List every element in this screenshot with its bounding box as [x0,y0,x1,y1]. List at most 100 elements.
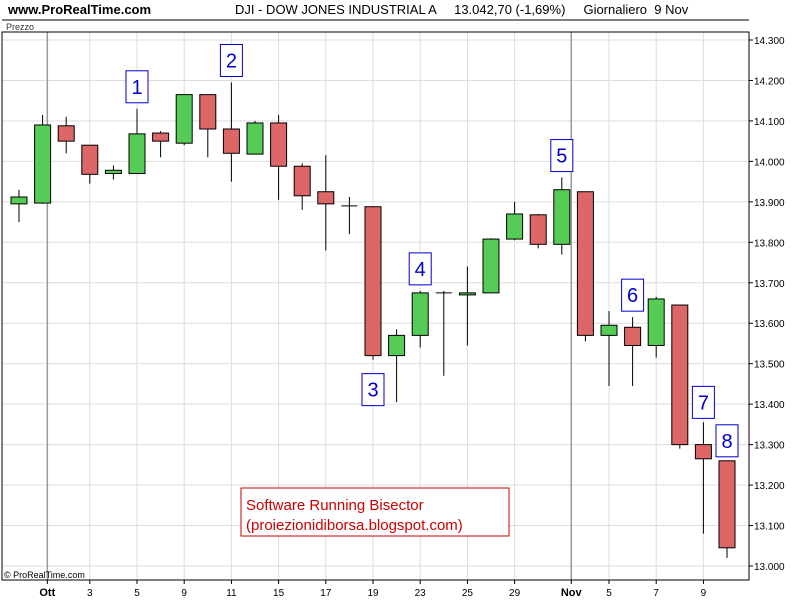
annotation-line-2: (proiezionidiborsa.blogspot.com) [246,517,463,534]
x-tick-label: 29 [509,588,521,599]
y-tick-label: 13.700 [754,279,785,290]
x-tick-label: 25 [462,588,474,599]
y-tick-label: 13.800 [754,238,785,249]
candle [341,196,358,235]
y-axis: 14.300 14.200 14.100 14.000 13.900 13.800 13.7… [749,36,785,573]
marker-8: 8 [715,424,739,458]
candle-body [647,298,665,346]
marker-box [550,139,574,173]
x-tick-label: 9 [181,588,187,599]
marker-6: 6 [621,278,645,312]
x-axis: Ott 3 5 9 11 15 17 19 23 25 29 Nov 5 7 9 [39,580,707,599]
candle [718,460,736,558]
markers: 1 2 3 4 5 6 78 [125,43,739,458]
y-tick-label: 13.600 [754,319,785,330]
header-bar: www.ProRealTime.com DJI - DOW JONES INDU… [0,0,800,20]
candle [458,266,476,346]
marker-box [361,373,385,407]
y-tick-label: 13.300 [754,441,785,452]
candle-body [152,132,170,142]
marker-1: 1 [125,70,149,104]
candle [435,290,452,376]
x-tick-label: 15 [273,588,285,599]
candle-body [128,133,146,175]
annotation-frame [240,487,510,537]
candle-body [222,128,240,154]
y-tick-label: 13.500 [754,360,785,371]
candle-body [57,125,75,142]
x-tick-label: 11 [226,588,237,599]
candle-body [34,124,52,204]
marker-2: 2 [219,43,243,77]
marker-label: 5 [556,146,567,168]
candle [152,131,170,158]
candle-body [10,196,28,205]
annotation-box: Software Running Bisector (proiezionidib… [240,487,510,537]
candle [600,311,618,386]
marker-box [125,70,149,104]
x-tick-label: 19 [367,588,379,599]
candle [175,94,193,146]
candle [81,144,99,184]
candle-body [600,324,618,336]
marker-4: 4 [408,252,432,286]
x-tick-label: 5 [134,588,140,599]
candle [10,189,28,223]
marker-label: 2 [226,50,237,72]
candle [222,82,240,182]
y-tick-label: 13.000 [754,562,785,573]
candle-body [175,94,193,144]
candle [694,422,712,534]
candle [128,108,146,175]
candle-body [624,326,642,346]
candle [529,213,547,249]
x-tick-label: 9 [701,588,707,599]
candle [506,201,524,241]
candle [388,329,406,403]
x-tick-label: 5 [606,588,612,599]
candle-body [458,292,476,296]
marker-label: 7 [698,392,709,414]
marker-7: 7 [691,385,715,419]
candle [411,290,429,348]
candle-body [270,122,288,167]
candle-body [411,292,429,336]
y-tick-label: 13.900 [754,198,785,209]
candle-body [529,214,547,245]
y-tick-label: 14.100 [754,117,785,128]
candle [246,120,264,155]
x-tick-label: 23 [415,588,427,599]
marker-box [691,385,715,419]
marker-box [219,43,243,77]
candle-body [576,191,594,336]
marker-label: 6 [627,285,638,307]
candles [10,82,736,558]
y-tick-label: 13.100 [754,522,785,533]
candle-body [317,191,335,205]
plot-frame [1,31,750,581]
site-name: www.ProRealTime.com [8,2,152,17]
candle [270,114,288,200]
candle [671,304,689,449]
x-tick-label: 17 [320,588,332,599]
candle-body [104,169,122,175]
candle-body [482,238,500,294]
candle-body [246,122,264,155]
marker-5: 5 [550,139,574,173]
candle [576,191,594,342]
candle [482,238,500,294]
marker-box [621,278,645,312]
candle [647,296,665,358]
marker-label: 1 [131,77,142,99]
candle [293,163,311,210]
y-tick-label: 14.200 [754,76,785,87]
x-tick-label: 3 [87,588,93,599]
x-tick-label: Ott [39,587,55,599]
chart-title: DJI - DOW JONES INDUSTRIAL A 13.042,70 (… [235,2,689,17]
x-tick-label: 7 [653,588,659,599]
candle [34,114,52,204]
candle-body [694,444,712,460]
candle [553,177,571,255]
candle [57,116,75,154]
